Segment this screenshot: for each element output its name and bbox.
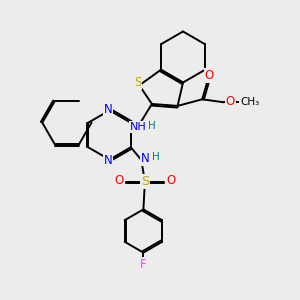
- Text: F: F: [140, 257, 147, 271]
- Text: H: H: [152, 152, 160, 163]
- Text: S: S: [134, 76, 142, 89]
- Text: N: N: [140, 152, 149, 165]
- Text: O: O: [226, 94, 235, 108]
- Text: H: H: [148, 121, 156, 130]
- Text: NH: NH: [130, 122, 146, 132]
- Text: O: O: [205, 69, 214, 82]
- Text: N: N: [103, 154, 112, 167]
- Text: CH₃: CH₃: [240, 97, 259, 107]
- Text: N: N: [103, 103, 112, 116]
- Text: O: O: [166, 174, 175, 187]
- Text: S: S: [141, 175, 149, 188]
- Text: O: O: [115, 174, 124, 187]
